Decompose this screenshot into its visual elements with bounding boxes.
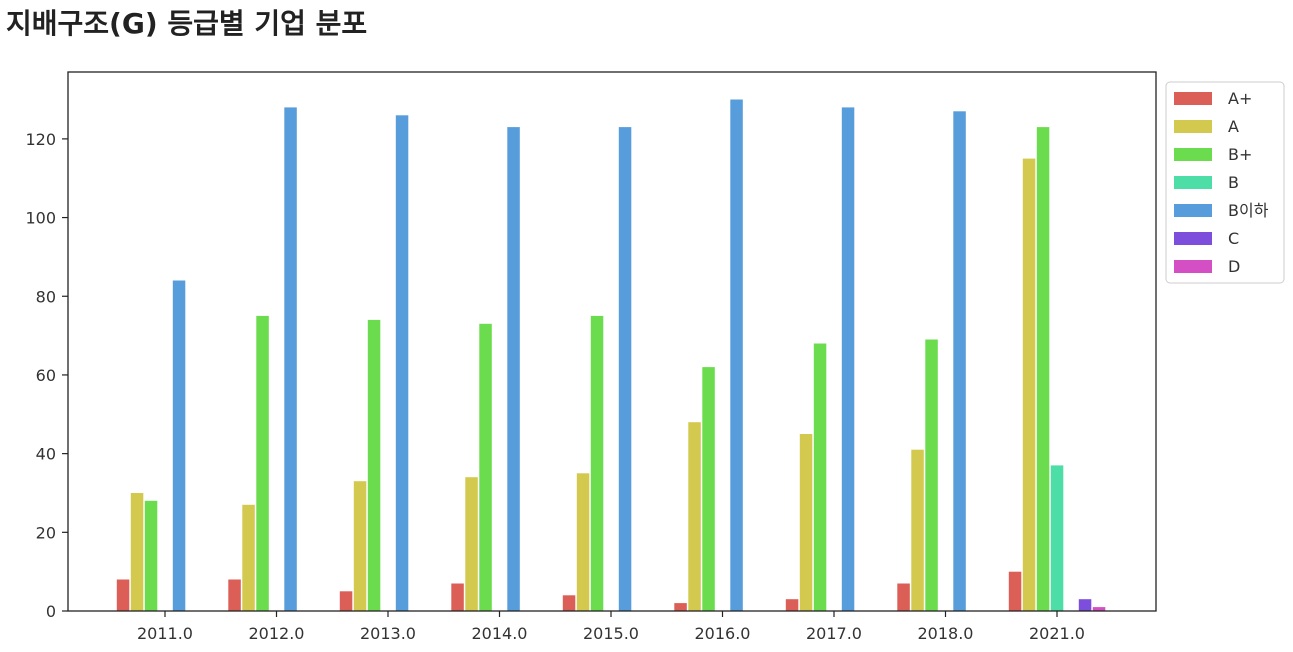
bar-A+-2014.0 <box>451 583 464 611</box>
bar-B+-2018.0 <box>925 339 938 611</box>
bar-A-2015.0 <box>576 473 590 611</box>
bar-A+-2016.0 <box>674 603 687 611</box>
bar-A+-2013.0 <box>339 591 353 611</box>
y-tick-label: 40 <box>36 445 56 464</box>
bar-A-2011.0 <box>130 493 144 611</box>
bars-group <box>116 99 1106 612</box>
x-tick-label: 2016.0 <box>695 624 751 643</box>
legend-swatch-B+ <box>1174 148 1212 161</box>
chart-title: 지배구조(G) 등급별 기업 분포 <box>6 7 368 40</box>
legend-label-B: B <box>1228 173 1239 192</box>
bar-A-2021.0 <box>1022 158 1036 611</box>
bar-B이하-2012.0 <box>284 107 297 612</box>
bar-B+-2016.0 <box>702 367 715 611</box>
x-axis: 2011.0 2012.0 2013.0 2014.0 2015.0 2016.0 2017… <box>137 611 1085 643</box>
bar-D-2021.0 <box>1092 607 1106 611</box>
bar-A-2016.0 <box>688 422 701 611</box>
bar-B-2021.0 <box>1050 465 1064 611</box>
legend: A+ A B+ B B이하 CD <box>1165 81 1285 284</box>
legend-label-A+: A+ <box>1228 89 1252 108</box>
bar-B이하-2015.0 <box>618 127 632 611</box>
plot-frame <box>67 71 1157 612</box>
bar-B이하-2016.0 <box>730 99 743 611</box>
x-tick-label: 2015.0 <box>583 624 639 643</box>
bar-B이하-2013.0 <box>395 115 409 612</box>
legend-label-C: C <box>1228 229 1239 248</box>
legend-swatch-B <box>1174 176 1212 189</box>
x-tick-label: 2017.0 <box>806 624 862 643</box>
legend-label-B이하: B이하 <box>1228 201 1269 220</box>
legend-swatch-C <box>1174 232 1212 245</box>
y-axis: 0 20 40 60 80 100 120 <box>25 130 68 621</box>
bar-B+-2021.0 <box>1036 127 1050 611</box>
bar-A+-2018.0 <box>897 583 910 611</box>
y-tick-label: 100 <box>25 209 56 228</box>
bar-A+-2011.0 <box>116 579 130 611</box>
legend-label-B+: B+ <box>1228 145 1252 164</box>
x-tick-label: 2018.0 <box>918 624 974 643</box>
legend-swatch-D <box>1174 260 1212 273</box>
bar-A-2018.0 <box>911 449 924 611</box>
bar-B+-2012.0 <box>256 315 269 611</box>
bar-A+-2021.0 <box>1008 571 1022 611</box>
x-tick-label: 2013.0 <box>360 624 416 643</box>
y-tick-label: 60 <box>36 366 56 385</box>
bar-B이하-2018.0 <box>953 111 966 612</box>
bar-A-2014.0 <box>465 477 478 611</box>
legend-swatch-B이하 <box>1174 204 1212 217</box>
bar-B이하-2017.0 <box>841 107 855 612</box>
legend-label-A: A <box>1228 117 1239 136</box>
legend-swatch-A+ <box>1174 92 1212 105</box>
bar-B이하-2011.0 <box>172 280 186 611</box>
x-tick-label: 2012.0 <box>249 624 305 643</box>
bar-B+-2015.0 <box>590 315 604 611</box>
legend-swatch-A <box>1174 120 1212 133</box>
bar-A+-2017.0 <box>785 599 799 611</box>
bar-B+-2011.0 <box>144 500 158 611</box>
bar-A-2013.0 <box>353 481 367 611</box>
bar-B이하-2014.0 <box>507 127 520 611</box>
y-tick-label: 120 <box>25 130 56 149</box>
bar-B+-2014.0 <box>479 323 492 611</box>
y-tick-label: 0 <box>46 602 56 621</box>
bar-A+-2012.0 <box>228 579 241 611</box>
x-tick-label: 2021.0 <box>1029 624 1085 643</box>
x-tick-label: 2011.0 <box>137 624 193 643</box>
bar-A-2012.0 <box>242 504 255 611</box>
y-tick-label: 20 <box>36 523 56 542</box>
bar-C-2021.0 <box>1078 599 1092 611</box>
y-tick-label: 80 <box>36 287 56 306</box>
bar-B+-2013.0 <box>367 319 381 611</box>
x-tick-label: 2014.0 <box>472 624 528 643</box>
bar-A-2017.0 <box>799 434 813 611</box>
bar-B+-2017.0 <box>813 343 827 611</box>
legend-label-D: D <box>1228 257 1240 276</box>
bar-A+-2015.0 <box>562 595 576 611</box>
